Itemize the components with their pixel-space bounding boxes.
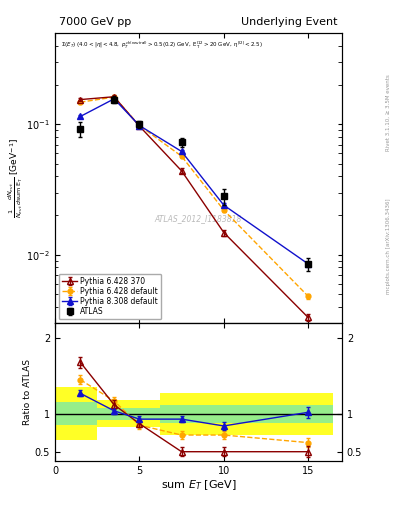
Text: Underlying Event: Underlying Event [241, 16, 338, 27]
Legend: Pythia 6.428 370, Pythia 6.428 default, Pythia 8.308 default, ATLAS: Pythia 6.428 370, Pythia 6.428 default, … [59, 273, 161, 319]
Y-axis label: $\frac{1}{N_{evt}}\frac{dN_{evt}}{d\rm{sum}\ E_T}\ [\rm{GeV}^{-1}]$: $\frac{1}{N_{evt}}\frac{dN_{evt}}{d\rm{s… [6, 138, 25, 218]
Text: $\Sigma(E_T)\ (4.0<|\eta|<4.8,\ p_T^{ch(neutral)}>0.5(0.2)\ \rm{GeV},\ E_T^{l12}: $\Sigma(E_T)\ (4.0<|\eta|<4.8,\ p_T^{ch(… [61, 39, 263, 50]
Text: Rivet 3.1.10, ≥ 3.5M events: Rivet 3.1.10, ≥ 3.5M events [386, 74, 391, 151]
Y-axis label: Ratio to ATLAS: Ratio to ATLAS [23, 359, 32, 425]
Text: 7000 GeV pp: 7000 GeV pp [59, 16, 131, 27]
Text: mcplots.cern.ch [arXiv:1306.3436]: mcplots.cern.ch [arXiv:1306.3436] [386, 198, 391, 293]
X-axis label: sum $E_T$ [GeV]: sum $E_T$ [GeV] [161, 478, 236, 492]
Text: ATLAS_2012_I1183818: ATLAS_2012_I1183818 [155, 214, 242, 223]
